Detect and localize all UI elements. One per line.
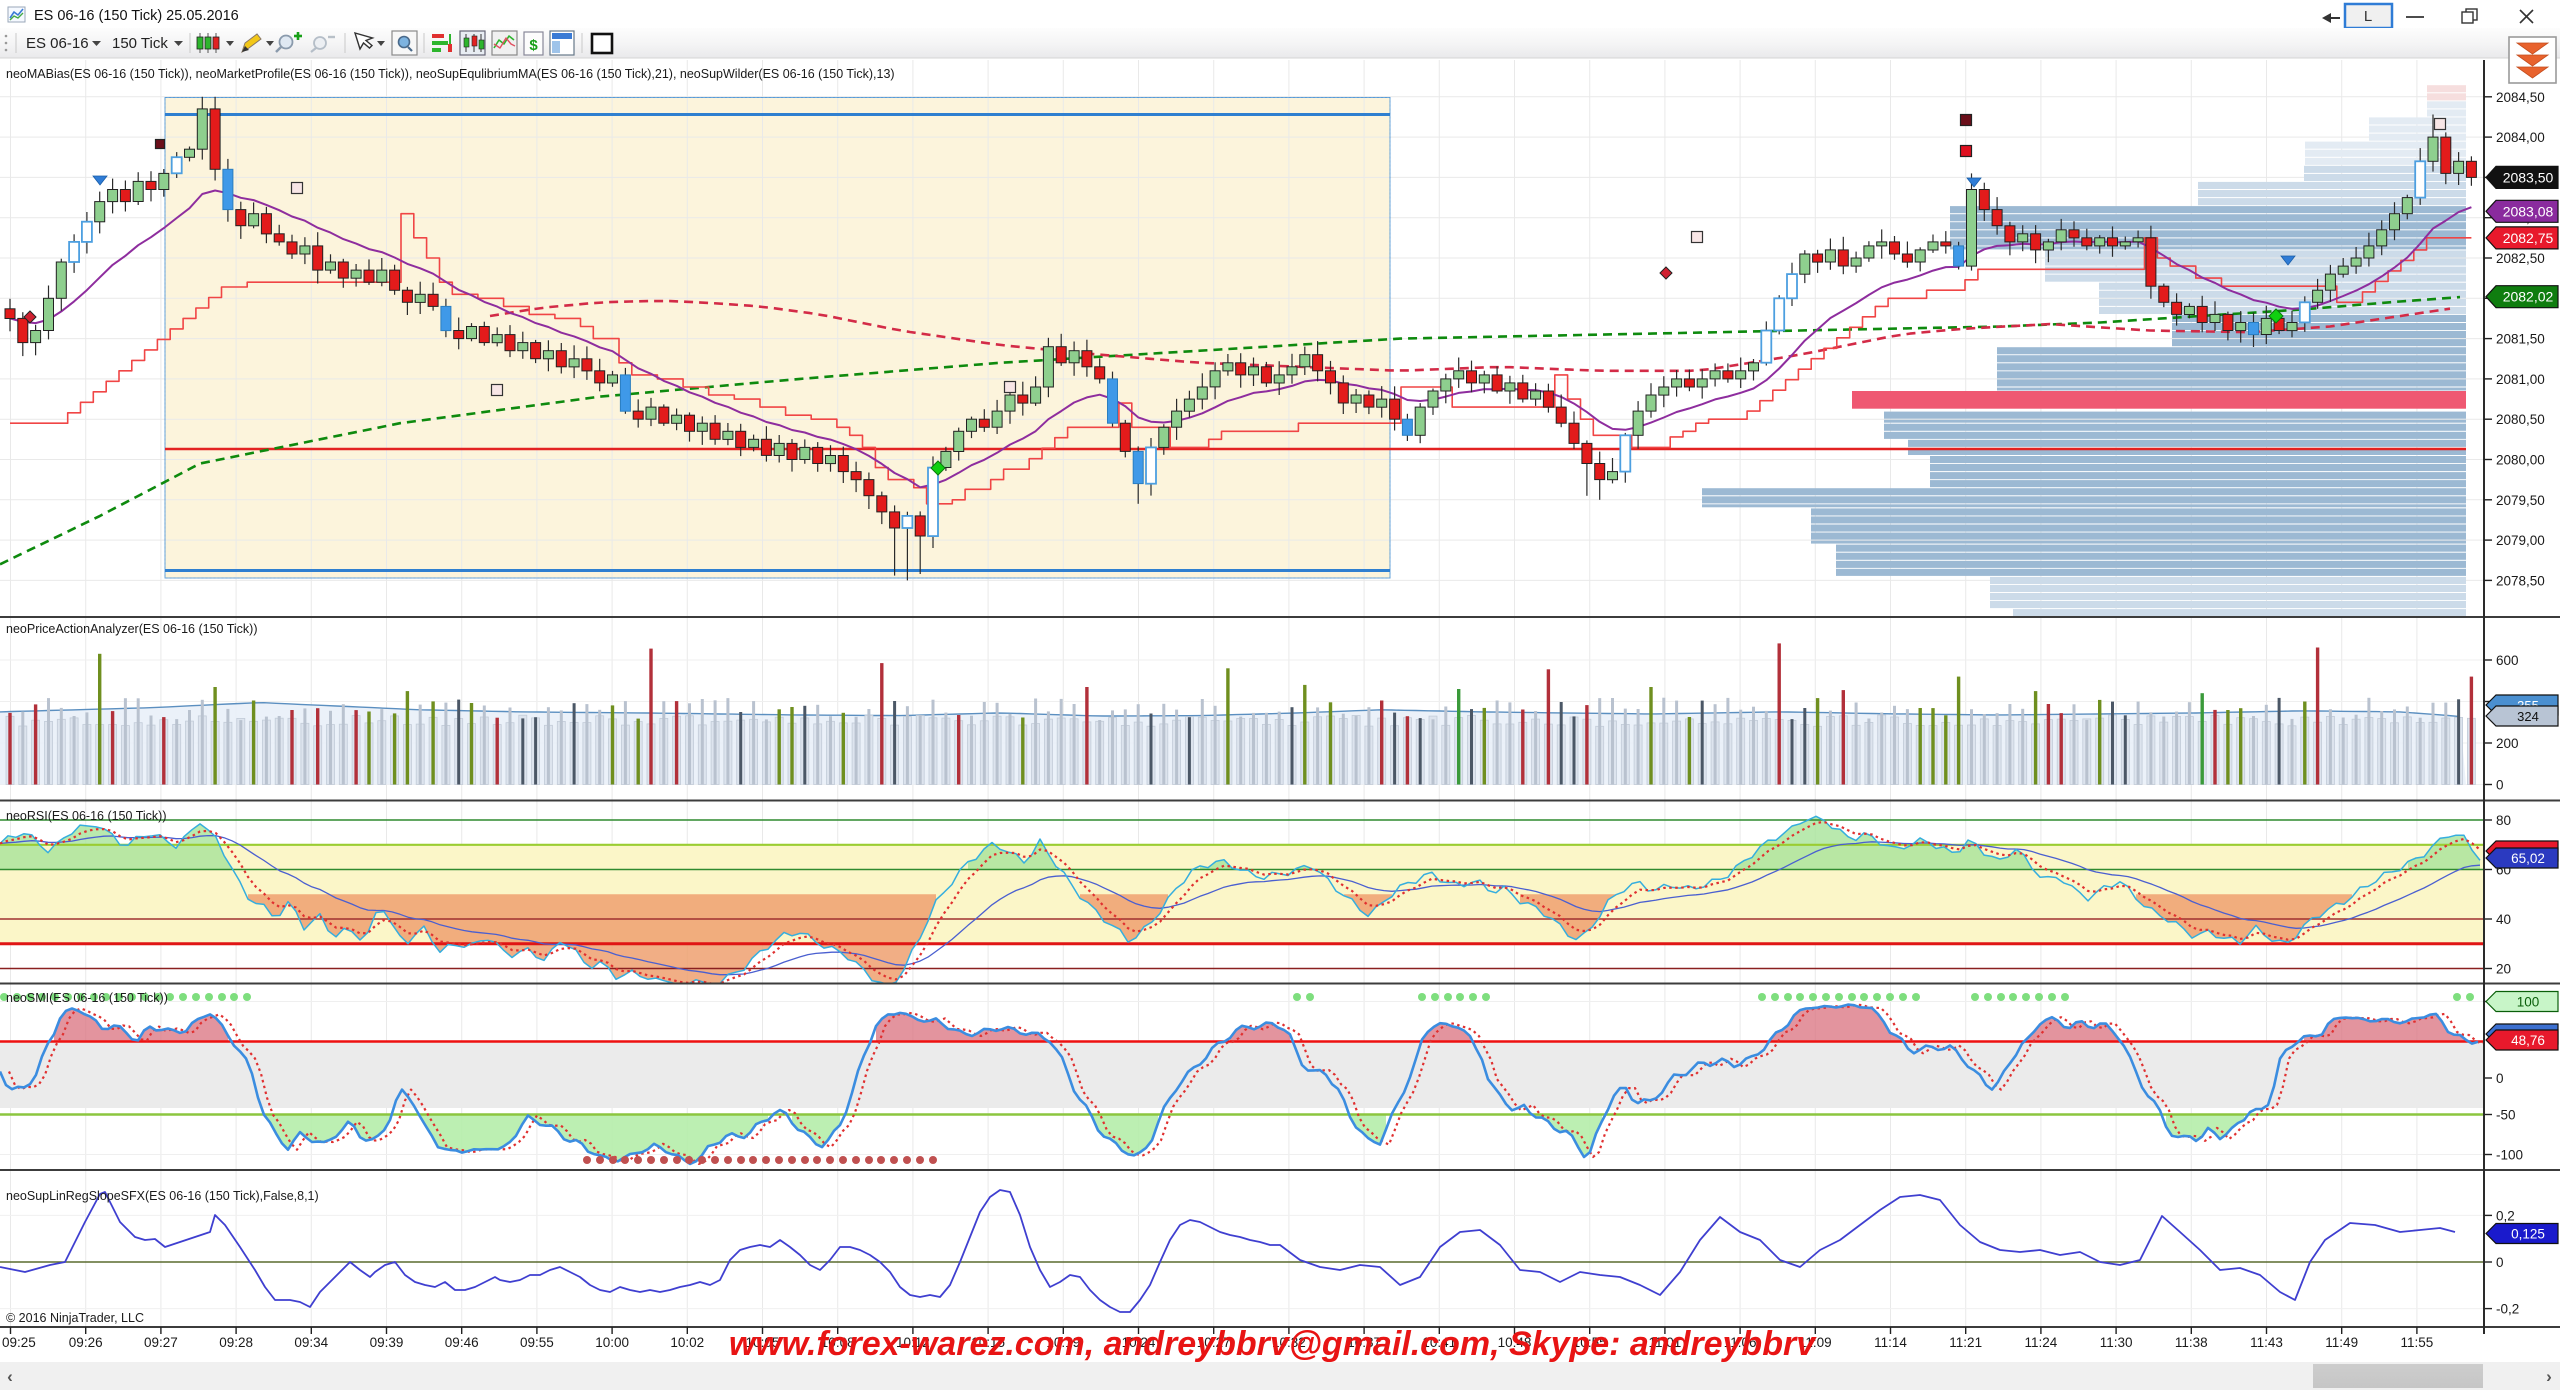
- svg-text:600: 600: [2496, 653, 2519, 668]
- svg-text:11:55: 11:55: [2401, 1335, 2434, 1350]
- svg-text:2080,00: 2080,00: [2496, 453, 2545, 468]
- svg-text:neoRSI(ES 06-16 (150 Tick)): neoRSI(ES 06-16 (150 Tick)): [6, 809, 167, 823]
- svg-text:09:25: 09:25: [2, 1335, 36, 1350]
- svg-text:11:43: 11:43: [2250, 1335, 2283, 1350]
- svg-text:2082,50: 2082,50: [2496, 251, 2545, 266]
- svg-text:www.forex-warez.com, andreybbr: www.forex-warez.com, andreybbrv@gmail.co…: [729, 1325, 1817, 1363]
- svg-text:© 2016 NinjaTrader, LLC: © 2016 NinjaTrader, LLC: [6, 1311, 144, 1325]
- svg-text:10:37: 10:37: [1347, 1335, 1381, 1350]
- svg-text:11:21: 11:21: [1949, 1335, 1982, 1350]
- svg-text:11:49: 11:49: [2325, 1335, 2358, 1350]
- svg-text:10:12: 10:12: [896, 1335, 930, 1350]
- svg-text:09:26: 09:26: [69, 1335, 103, 1350]
- svg-text:11:38: 11:38: [2175, 1335, 2208, 1350]
- svg-text:09:55: 09:55: [520, 1335, 554, 1350]
- svg-text:200: 200: [2496, 736, 2519, 751]
- svg-text:10:00: 10:00: [595, 1335, 629, 1350]
- svg-text:09:28: 09:28: [219, 1335, 253, 1350]
- svg-text:11:09: 11:09: [1799, 1335, 1832, 1350]
- svg-text:09:39: 09:39: [370, 1335, 404, 1350]
- svg-text:10:48: 10:48: [1498, 1335, 1532, 1350]
- svg-text:10:24: 10:24: [1122, 1335, 1156, 1350]
- svg-text:neoSupLinRegSlopeSFX(ES 06-16: neoSupLinRegSlopeSFX(ES 06-16 (150 Tick)…: [6, 1189, 319, 1203]
- svg-text:324: 324: [2517, 709, 2539, 724]
- svg-text:ES 06-16 (150 Tick) 25.05.201: ES 06-16 (150 Tick) 25.05.2016: [34, 8, 239, 24]
- svg-text:100: 100: [2517, 995, 2540, 1010]
- svg-text:0: 0: [2496, 1071, 2504, 1086]
- svg-text:80: 80: [2496, 813, 2511, 828]
- svg-text:2080,50: 2080,50: [2496, 412, 2545, 427]
- svg-text:2079,00: 2079,00: [2496, 533, 2545, 548]
- svg-text:-100: -100: [2496, 1148, 2523, 1163]
- svg-text:2079,50: 2079,50: [2496, 493, 2545, 508]
- svg-text:›: ›: [2546, 1367, 2552, 1386]
- svg-text:65,02: 65,02: [2511, 851, 2545, 866]
- svg-text:10:19: 10:19: [1046, 1335, 1080, 1350]
- svg-text:11:14: 11:14: [1874, 1335, 1907, 1350]
- svg-text:20: 20: [2496, 962, 2511, 977]
- svg-text:09:46: 09:46: [445, 1335, 479, 1350]
- svg-text:2083,08: 2083,08: [2503, 203, 2554, 219]
- svg-text:2084,50: 2084,50: [2496, 90, 2545, 105]
- svg-text:2078,50: 2078,50: [2496, 573, 2545, 588]
- svg-text:10:27: 10:27: [1197, 1335, 1231, 1350]
- svg-text:2084,00: 2084,00: [2496, 130, 2545, 145]
- svg-text:2081,50: 2081,50: [2496, 332, 2545, 347]
- svg-text:48,76: 48,76: [2511, 1033, 2545, 1048]
- svg-text:11:01: 11:01: [1649, 1335, 1682, 1350]
- svg-text:10:55: 10:55: [1573, 1335, 1607, 1350]
- svg-text:-50: -50: [2496, 1108, 2516, 1123]
- svg-text:0: 0: [2496, 1255, 2504, 1270]
- svg-text:11:06: 11:06: [1724, 1335, 1757, 1350]
- svg-text:$: $: [529, 37, 538, 54]
- svg-text:11:24: 11:24: [2025, 1335, 2058, 1350]
- svg-text:09:27: 09:27: [144, 1335, 178, 1350]
- svg-text:2081,00: 2081,00: [2496, 372, 2545, 387]
- svg-text:10:32: 10:32: [1272, 1335, 1306, 1350]
- svg-text:10:08: 10:08: [821, 1335, 855, 1350]
- svg-text:09:34: 09:34: [294, 1335, 328, 1350]
- svg-text:0,2: 0,2: [2496, 1208, 2515, 1223]
- svg-text:2082,75: 2082,75: [2503, 230, 2554, 246]
- svg-text:10:41: 10:41: [1422, 1335, 1456, 1350]
- svg-text:neoMABias(ES 06-16 (150 Tick)): neoMABias(ES 06-16 (150 Tick)), neoMarke…: [6, 67, 895, 81]
- svg-text:neoPriceActionAnalyzer(ES 06-1: neoPriceActionAnalyzer(ES 06-16 (150 Tic…: [6, 622, 258, 636]
- svg-text:2083,50: 2083,50: [2503, 169, 2554, 185]
- svg-text:ES 06-16: ES 06-16: [26, 35, 89, 52]
- svg-text:10:15: 10:15: [971, 1335, 1005, 1350]
- svg-text:-0,2: -0,2: [2496, 1302, 2519, 1317]
- svg-text:neoSMI(ES 06-16 (150 Tick)): neoSMI(ES 06-16 (150 Tick)): [6, 991, 168, 1005]
- svg-text:‹: ‹: [7, 1367, 13, 1386]
- svg-text:150 Tick: 150 Tick: [112, 35, 168, 52]
- svg-text:L: L: [2364, 8, 2372, 25]
- svg-text:0: 0: [2496, 778, 2504, 793]
- svg-text:40: 40: [2496, 912, 2511, 927]
- svg-text:10:02: 10:02: [670, 1335, 704, 1350]
- svg-text:10:05: 10:05: [746, 1335, 780, 1350]
- svg-text:0,125: 0,125: [2511, 1227, 2545, 1242]
- svg-text:11:30: 11:30: [2100, 1335, 2133, 1350]
- svg-text:2082,02: 2082,02: [2503, 289, 2554, 305]
